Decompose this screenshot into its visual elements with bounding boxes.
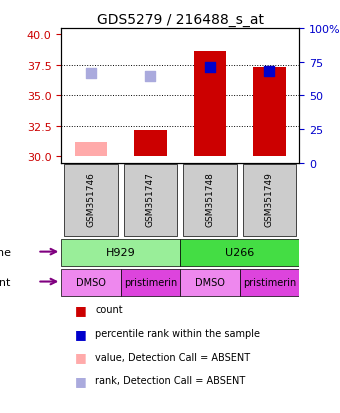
Text: U266: U266 bbox=[225, 247, 254, 257]
Text: agent: agent bbox=[0, 277, 11, 287]
FancyBboxPatch shape bbox=[240, 269, 299, 296]
Text: DMSO: DMSO bbox=[195, 277, 225, 287]
Text: GSM351747: GSM351747 bbox=[146, 171, 155, 226]
Text: rank, Detection Call = ABSENT: rank, Detection Call = ABSENT bbox=[95, 375, 245, 385]
FancyBboxPatch shape bbox=[61, 239, 180, 266]
Bar bbox=[193, 52, 226, 157]
Bar bbox=[134, 130, 167, 157]
Text: pristimerin: pristimerin bbox=[124, 277, 177, 287]
Point bbox=[88, 71, 94, 77]
FancyBboxPatch shape bbox=[61, 269, 121, 296]
FancyBboxPatch shape bbox=[124, 165, 177, 236]
Text: DMSO: DMSO bbox=[76, 277, 106, 287]
Title: GDS5279 / 216488_s_at: GDS5279 / 216488_s_at bbox=[97, 12, 264, 26]
Point bbox=[148, 73, 153, 80]
FancyBboxPatch shape bbox=[180, 239, 299, 266]
Text: H929: H929 bbox=[106, 247, 136, 257]
Bar bbox=[74, 142, 107, 157]
FancyBboxPatch shape bbox=[121, 269, 180, 296]
Text: value, Detection Call = ABSENT: value, Detection Call = ABSENT bbox=[95, 352, 250, 362]
FancyBboxPatch shape bbox=[183, 165, 237, 236]
Point bbox=[207, 65, 213, 71]
Text: ■: ■ bbox=[75, 350, 87, 363]
Point bbox=[267, 68, 272, 75]
Text: cell line: cell line bbox=[0, 247, 11, 257]
Text: percentile rank within the sample: percentile rank within the sample bbox=[95, 328, 260, 338]
Text: GSM351749: GSM351749 bbox=[265, 171, 274, 226]
Text: count: count bbox=[95, 305, 123, 315]
FancyBboxPatch shape bbox=[243, 165, 296, 236]
Text: ■: ■ bbox=[75, 374, 87, 387]
FancyBboxPatch shape bbox=[180, 269, 240, 296]
Text: ■: ■ bbox=[75, 327, 87, 340]
FancyBboxPatch shape bbox=[64, 165, 118, 236]
Text: ■: ■ bbox=[75, 303, 87, 316]
Text: GSM351746: GSM351746 bbox=[86, 171, 96, 226]
Text: pristimerin: pristimerin bbox=[243, 277, 296, 287]
Bar bbox=[253, 68, 286, 157]
Text: GSM351748: GSM351748 bbox=[205, 171, 215, 226]
